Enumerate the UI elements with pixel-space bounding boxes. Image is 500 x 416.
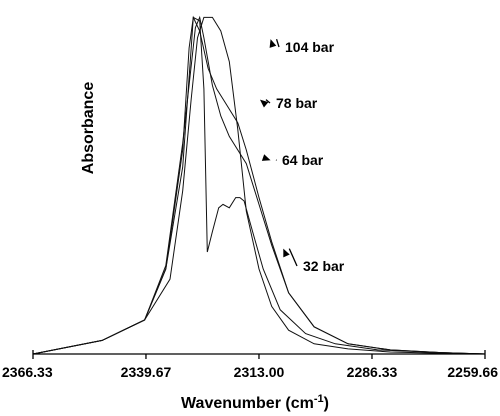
annotation-label: 32 bar: [303, 258, 345, 274]
annotation-arrowhead: [269, 39, 277, 48]
annotation-arrow: [275, 38, 280, 48]
annotation-label: 104 bar: [285, 39, 335, 55]
annotation-arrowhead: [261, 154, 271, 161]
series-line-32-bar: [32, 16, 486, 355]
series-line-64-bar: [32, 15, 486, 355]
x-tick-label: 2259.66: [447, 364, 498, 380]
annotation-arrowhead: [259, 99, 269, 108]
x-ticks: 2366.33 2339.67 2313.00 2286.33 2259.66: [2, 354, 498, 380]
x-tick-label: 2286.33: [347, 364, 398, 380]
spectra-curves: [32, 15, 486, 355]
x-tick-label: 2366.33: [2, 364, 53, 380]
series-line-78-bar: [32, 15, 486, 355]
x-tick-label: 2313.00: [234, 364, 285, 380]
x-tick-label: 2339.67: [121, 364, 172, 380]
curve-annotations: 104 bar 78 bar 64 bar 32 bar: [259, 38, 345, 274]
y-axis-label: Absorbance: [80, 82, 97, 175]
series-line-104-bar: [32, 16, 486, 355]
x-axis-label: Wavenumber (cm-1): [181, 393, 329, 412]
annotation-arrowhead: [283, 248, 290, 258]
annotation-label: 78 bar: [276, 95, 318, 111]
annotation-arrow: [265, 99, 271, 104]
annotation-arrow: [288, 248, 298, 267]
annotation-label: 64 bar: [282, 152, 324, 168]
